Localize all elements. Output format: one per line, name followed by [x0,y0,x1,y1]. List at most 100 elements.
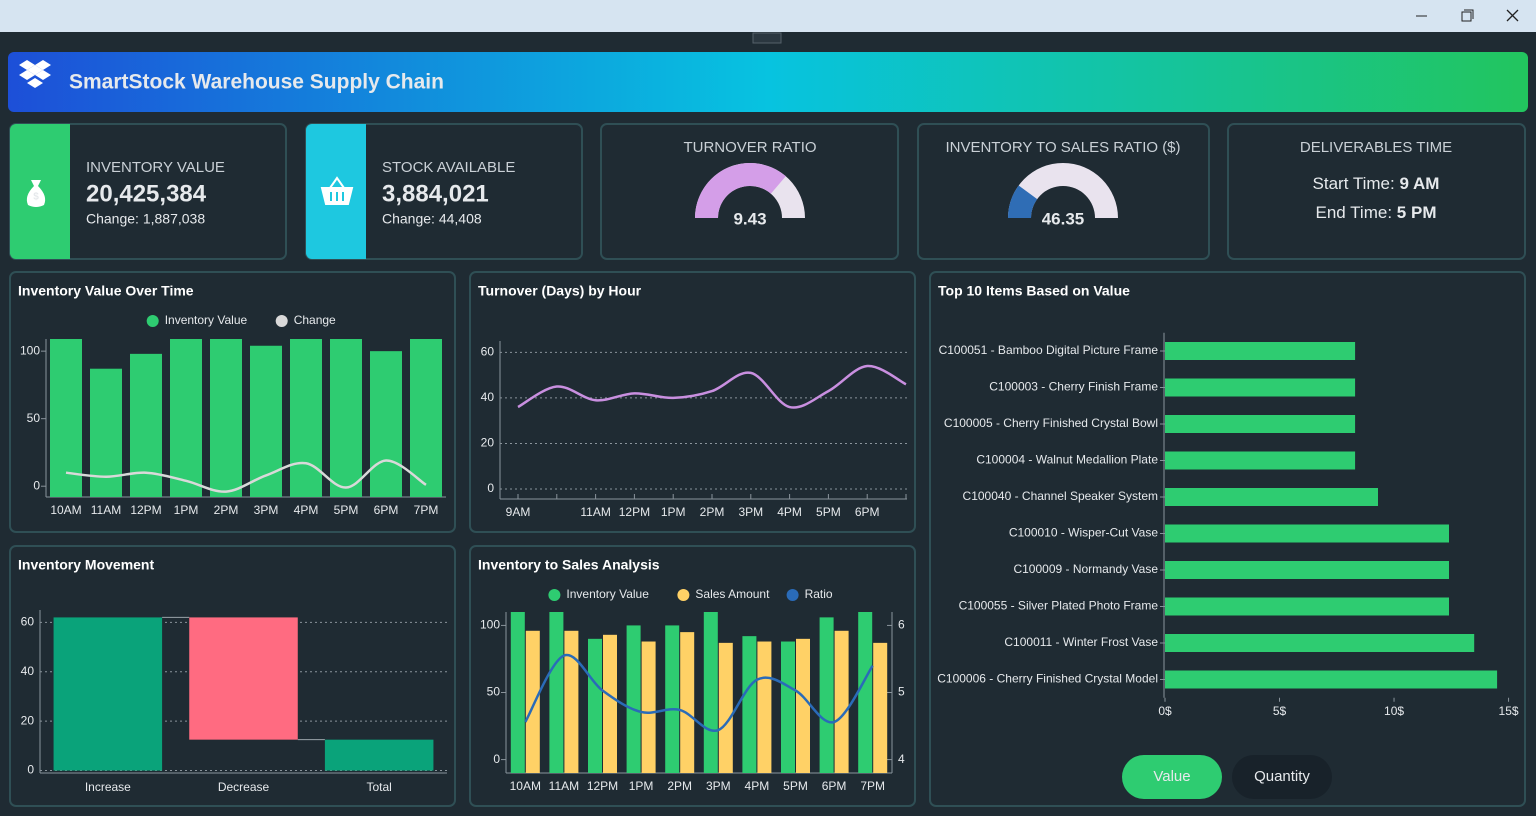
x-tick-label: 2PM [700,505,725,519]
y-tick-label: 0 [27,763,34,777]
header-banner [8,52,1528,112]
x-tick-label: 12PM [130,503,161,517]
bar [53,617,163,771]
x-tick-label: 5PM [816,505,841,519]
x-tick-label: 10AM [50,503,81,517]
x-tick-label: Total [366,780,391,794]
bar [324,739,434,771]
bar [1165,451,1356,470]
bar [588,638,602,773]
bar [290,339,322,497]
line [517,364,907,409]
bar [1165,488,1378,506]
bar [510,612,525,773]
x-tick-label: 7PM [414,503,439,517]
y-tick-label: 60 [481,345,495,359]
bar [703,612,718,773]
quantity-button[interactable] [1232,755,1332,799]
legend-marker [275,315,288,327]
x-tick-label: 5PM [334,503,359,517]
bar [665,625,680,773]
y-tick-label: 50 [27,411,41,425]
x-tick-label: 4PM [294,503,319,517]
y-tick-label: 100 [480,618,500,632]
bar [210,339,242,497]
gauge-value [695,162,786,218]
bar [781,641,795,773]
kpi-change: Change: 1,887,038 [86,211,205,227]
panel-title: Inventory Movement [18,557,154,573]
panel-title: Top 10 Items Based on Value [938,283,1130,299]
close-button[interactable] [1506,9,1519,22]
title-bar [0,0,1536,32]
bar [873,642,888,773]
drag-handle [752,32,782,44]
gauge-value-label: 9.43 [733,209,766,228]
y-tick-label: 6 [898,618,905,632]
x-tick-label: Decrease [218,780,270,794]
bar [1165,597,1449,616]
svg-text:$: $ [33,192,39,203]
bar [1165,342,1356,360]
money-icon: $ [26,180,46,207]
x-tick-label: 1PM [174,503,199,517]
panel-title: Turnover (Days) by Hour [478,283,642,299]
kpi-value: 3,884,021 [382,180,489,207]
legend-marker [146,315,159,327]
kpi-value: 20,425,384 [86,180,207,207]
x-tick-label: Increase [85,780,131,794]
y-tick-label: 0 [33,478,40,492]
bar [50,339,82,497]
gauge-title: INVENTORY TO SALES RATIO ($) [945,139,1180,156]
y-tick-label: C100055 - Silver Plated Photo Frame [959,599,1159,613]
x-tick-label: 0$ [1158,704,1172,718]
x-tick-label: 11AM [91,503,121,517]
bar [626,625,641,773]
y-tick-label: C100009 - Normandy Vase [1013,562,1158,576]
bar [680,632,695,773]
x-tick-label: 7PM [860,779,885,793]
restore-button[interactable] [1461,9,1474,22]
start-value: 9 AM [1399,174,1439,193]
y-tick-label: 100 [20,343,40,357]
legend-marker [548,589,561,601]
bar [1165,670,1498,689]
legend-label: Inventory Value [566,587,649,601]
x-tick-label: 10$ [1384,704,1404,718]
value-button[interactable] [1122,755,1222,799]
bar [796,638,810,773]
panel-title: Inventory Value Over Time [18,283,194,299]
gauge-title: TURNOVER RATIO [683,139,816,156]
x-tick-label: 1PM [629,779,654,793]
y-tick-label: 5 [898,685,905,699]
bar [834,630,849,773]
y-tick-label: 20 [481,436,495,450]
bar [641,641,656,773]
gauge-card [600,123,899,260]
legend-label: Change [294,313,336,327]
y-tick-label: 20 [21,713,35,727]
x-tick-label: 9AM [506,505,531,519]
x-tick-label: 1PM [661,505,686,519]
y-tick-label: 40 [21,664,35,678]
end-time: End Time: 5 PM [1316,203,1437,222]
line [65,459,427,493]
kpi-label: INVENTORY VALUE [86,159,225,176]
gauge-card [917,123,1210,260]
y-tick-label: 0 [487,481,494,495]
x-tick-label: 12PM [587,779,618,793]
legend-marker [786,589,799,601]
kpi-change: Change: 44,408 [382,211,482,227]
bar [525,630,540,773]
y-tick-label: 4 [898,752,905,766]
y-tick-label: C100004 - Walnut Medallion Plate [976,453,1158,467]
deliverables-card [1227,123,1526,260]
y-tick-label: C100003 - Cherry Finish Frame [989,380,1158,394]
x-tick-label: 6PM [855,505,880,519]
button-label: Quantity [1254,768,1310,785]
bar [330,339,362,497]
x-tick-label: 6PM [822,779,847,793]
x-tick-label: 3PM [706,779,731,793]
basket-icon [320,176,354,205]
